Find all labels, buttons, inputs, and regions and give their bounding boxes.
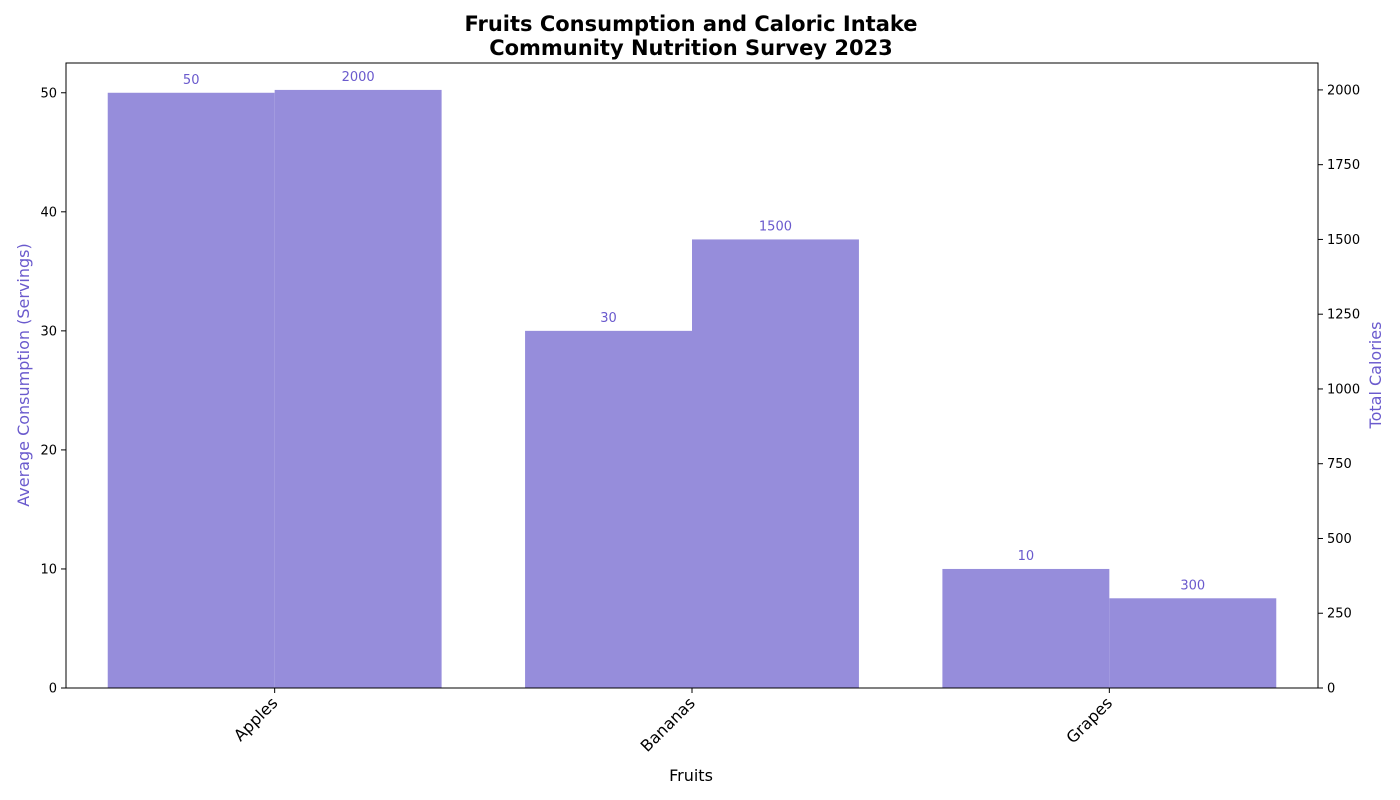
left-y-tick-label: 10 <box>40 562 57 577</box>
x-axis: Apples Bananas Grapes <box>230 688 1116 756</box>
right-y-tick-label: 250 <box>1327 607 1352 622</box>
right-y-tick-label: 0 <box>1327 682 1335 697</box>
left-y-axis: 0 10 20 30 40 50 <box>40 86 66 697</box>
right-y-axis: 0 250 500 750 1000 1250 1500 1750 2000 <box>1318 83 1360 697</box>
left-y-tick-label: 30 <box>40 324 57 339</box>
bar-apples-consumption <box>107 92 275 688</box>
left-y-axis-label: Average Consumption (Servings) <box>14 243 33 506</box>
data-label-grapes-calories: 300 <box>1180 578 1205 593</box>
data-label-apples-consumption: 50 <box>183 73 200 88</box>
x-tick-label-bananas: Bananas <box>637 693 699 755</box>
left-y-tick-label: 0 <box>49 682 57 697</box>
right-y-tick-label: 1750 <box>1327 158 1360 173</box>
left-y-tick-label: 50 <box>40 86 57 101</box>
bar-bananas-calories <box>692 239 859 688</box>
x-axis-label: Fruits <box>669 766 713 785</box>
left-y-tick-label: 20 <box>40 443 57 458</box>
bars-layer <box>107 89 1277 688</box>
left-y-tick-label: 40 <box>40 205 57 220</box>
x-tick-label-apples: Apples <box>230 693 282 745</box>
data-label-bananas-calories: 1500 <box>759 219 792 234</box>
right-y-tick-label: 1250 <box>1327 308 1360 323</box>
x-tick-label-grapes: Grapes <box>1062 693 1116 747</box>
data-label-bananas-consumption: 30 <box>600 311 617 326</box>
right-y-tick-label: 750 <box>1327 457 1352 472</box>
right-y-tick-label: 2000 <box>1327 83 1360 98</box>
right-y-axis-label: Total Calories <box>1366 322 1385 430</box>
data-labels-layer: 50 2000 30 1500 10 300 <box>183 70 1205 593</box>
bar-apples-calories <box>274 89 442 688</box>
bar-grapes-consumption <box>942 568 1110 688</box>
bar-bananas-consumption <box>525 330 692 688</box>
chart-title: Fruits Consumption and Caloric Intake <box>464 12 917 36</box>
chart-subtitle: Community Nutrition Survey 2023 <box>489 36 893 60</box>
right-y-tick-label: 1500 <box>1327 233 1360 248</box>
data-label-grapes-consumption: 10 <box>1018 549 1035 564</box>
right-y-tick-label: 500 <box>1327 532 1352 547</box>
right-y-tick-label: 1000 <box>1327 382 1360 397</box>
bar-grapes-calories <box>1109 598 1277 688</box>
data-label-apples-calories: 2000 <box>342 70 375 85</box>
